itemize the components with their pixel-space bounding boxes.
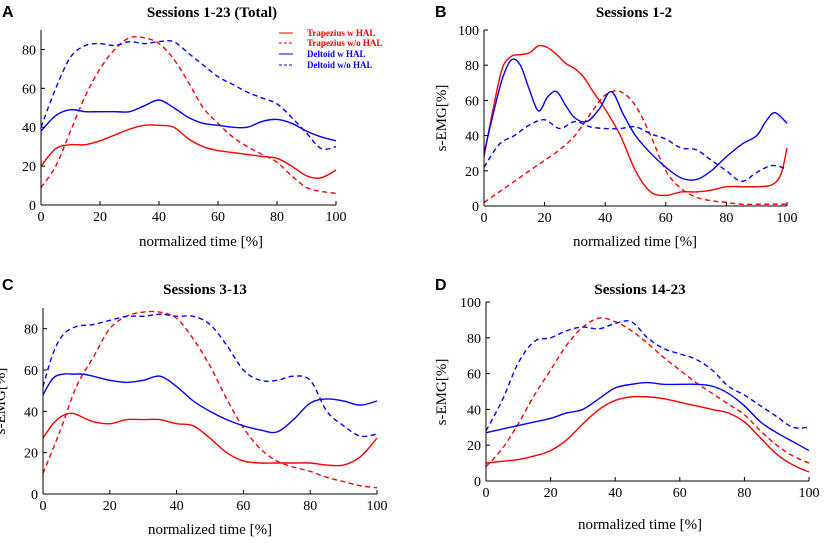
panel-b-ylabel: s-EMG[%] <box>434 85 450 152</box>
panel-d-x-tick-label: 0 <box>483 486 490 501</box>
panel-a-plot: 0 20 40 60 80 100 0 20 40 60 80 <box>22 30 347 225</box>
panel-c-plot: 0 20 40 60 80 100 0 20 40 60 80 <box>24 308 388 514</box>
panel-d-title: Sessions 14-23 <box>594 282 685 298</box>
panel-a-letter: A <box>2 4 14 21</box>
panel-b-x-tick-label: 0 <box>481 211 488 226</box>
panel-a-y-tick-label: 80 <box>22 43 36 58</box>
panel-d-y-tick-label: 80 <box>467 332 481 347</box>
panel-c-y-tick-label: 60 <box>24 364 38 379</box>
panel-b-x-tick-label: 100 <box>777 211 798 226</box>
panel-c-letter: C <box>2 277 14 294</box>
legend-label-trapezius-wo-hal: Trapezius w/o HAL <box>307 38 382 48</box>
panel-a-y-tick-label: 40 <box>22 121 36 136</box>
panel-d: D Sessions 14-23 0 20 40 60 80 100 0 20 40 60 80 10… <box>434 277 820 533</box>
panel-d-x-tick-label: 60 <box>673 486 687 501</box>
panel-d-series-trapezius-w-o-hal <box>485 317 810 468</box>
legend-label-deltoid-wo-hal: Deltoid w/o HAL <box>307 60 373 70</box>
panel-b-x-tick-label: 40 <box>598 211 612 226</box>
panel-a-y-tick-label: 60 <box>22 82 36 97</box>
panel-a-y-tick-label: 20 <box>22 160 36 175</box>
panel-a: A Sessions 1-23 (Total) 0 20 40 60 80 100 0 20 4… <box>2 4 382 250</box>
panel-c-series-trapezius-w-hal <box>42 412 378 467</box>
legend-label-deltoid-w-hal: Deltoid w HAL <box>307 49 366 59</box>
panel-d-y-tick-label: 60 <box>467 368 481 383</box>
panel-d-y-tick-label: 40 <box>467 403 481 418</box>
panel-b-series-trapezius-w-hal <box>483 44 788 197</box>
panel-b-y-tick-label: 40 <box>465 130 479 145</box>
panel-b-y-tick-label: 0 <box>472 200 479 215</box>
panel-b-y-tick-label: 100 <box>458 24 479 39</box>
panel-a-y-tick-label: 0 <box>29 199 36 214</box>
panel-b-y-tick-label: 20 <box>465 165 479 180</box>
panel-b-series-deltoid-w-o-hal <box>483 119 788 183</box>
panel-d-y-tick-label: 0 <box>474 475 481 490</box>
panel-a-title: Sessions 1-23 (Total) <box>147 5 277 21</box>
panel-d-x-tick-label: 20 <box>544 486 558 501</box>
panel-a-x-tick-label: 0 <box>38 210 45 225</box>
panel-c-x-tick-label: 20 <box>103 499 117 514</box>
panel-a-xlabel: normalized time [%] <box>139 234 263 250</box>
panel-a-x-tick-label: 80 <box>270 210 284 225</box>
panel-c-y-tick-label: 80 <box>24 323 38 338</box>
panel-a-series-trapezius-w-o-hal <box>40 35 337 195</box>
panel-b-y-tick-label: 80 <box>465 59 479 74</box>
panel-c-x-tick-label: 100 <box>367 499 388 514</box>
panel-d-x-tick-label: 80 <box>737 486 751 501</box>
panel-c-y-tick-label: 0 <box>31 488 38 503</box>
panel-b-y-tick-label: 60 <box>465 94 479 109</box>
panel-b-x-tick-label: 80 <box>719 211 733 226</box>
panel-b: B Sessions 1-2 0 20 40 60 80 100020406080100 … <box>434 4 798 250</box>
panel-b-series-deltoid-w-hal <box>483 58 788 181</box>
panel-c-y-tick-label: 20 <box>24 447 38 462</box>
panel-d-series-deltoid-w-hal <box>485 381 810 452</box>
panel-a-x-tick-label: 100 <box>326 210 347 225</box>
panel-b-x-tick-label: 20 <box>538 211 552 226</box>
panel-c-xlabel: normalized time [%] <box>148 522 272 538</box>
panel-a-x-tick-label: 60 <box>211 210 225 225</box>
panel-b-title: Sessions 1-2 <box>596 5 672 21</box>
panel-c: C Sessions 3-13 0 20 40 60 80 100 0 20 40 60 80 no… <box>0 277 388 538</box>
panel-d-x-tick-label: 40 <box>608 486 622 501</box>
panel-d-y-tick-label: 100 <box>460 296 481 311</box>
panel-c-x-tick-label: 0 <box>40 499 47 514</box>
panel-c-ylabel: s-EMG[%] <box>0 368 9 435</box>
panel-c-title: Sessions 3-13 <box>163 282 247 298</box>
panel-b-plot: 0 20 40 60 80 100 0 20 40 60 80 100 <box>458 24 798 226</box>
panel-b-x-tick-label: 60 <box>659 211 673 226</box>
panel-b-series-trapezius-w-o-hal <box>483 90 787 206</box>
panel-d-ylabel: s-EMG[%] <box>434 359 450 426</box>
panel-c-x-tick-label: 40 <box>170 499 184 514</box>
panel-c-series-deltoid-w-hal <box>42 373 378 434</box>
panel-c-y-tick-label: 40 <box>24 405 38 420</box>
legend-label-trapezius-w-hal: Trapezius w HAL <box>307 28 375 38</box>
panel-d-y-tick-label: 20 <box>467 439 481 454</box>
panel-a-series-trapezius-w-hal <box>40 124 337 179</box>
panel-b-letter: B <box>435 4 447 21</box>
legend: Trapezius w HAL Trapezius w/o HAL Deltoi… <box>279 28 382 70</box>
panel-a-x-tick-label: 20 <box>93 210 107 225</box>
panel-d-series-deltoid-w-o-hal <box>485 320 810 432</box>
panel-a-x-tick-label: 40 <box>152 210 166 225</box>
panel-d-plot: 0 20 40 60 80 100 0 20 40 60 80 100 <box>460 296 820 501</box>
panel-d-x-tick-label: 100 <box>799 486 820 501</box>
panel-c-series-trapezius-w-o-hal <box>42 310 378 489</box>
panel-a-series-deltoid-w-hal <box>40 99 337 142</box>
panel-b-xlabel: normalized time [%] <box>573 234 697 250</box>
panel-d-xlabel: normalized time [%] <box>578 517 702 533</box>
panel-d-letter: D <box>435 277 447 294</box>
panel-d-series-trapezius-w-hal <box>485 395 810 473</box>
panel-c-series-deltoid-w-o-hal <box>42 313 378 438</box>
panel-c-x-tick-label: 80 <box>303 499 317 514</box>
panel-c-x-tick-label: 60 <box>236 499 250 514</box>
